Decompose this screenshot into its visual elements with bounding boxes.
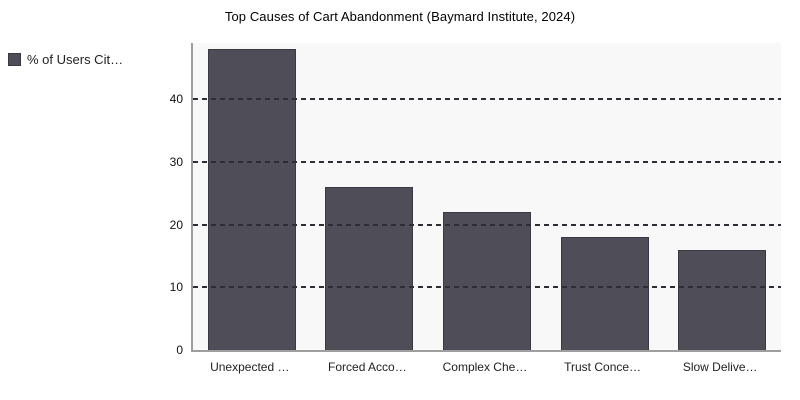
gridline-30 — [193, 161, 781, 164]
x-tick-label-3: Complex Che… — [442, 360, 528, 374]
gridline-10 — [193, 286, 781, 289]
legend-label: % of Users Cit… — [27, 52, 124, 67]
bar-3 — [443, 212, 531, 350]
legend: % of Users Cit… — [8, 52, 123, 67]
gridline-40 — [193, 98, 781, 101]
y-axis-tick-labels: 0 10 20 30 40 — [0, 43, 183, 357]
bar-1 — [207, 49, 296, 350]
chart-title: Top Causes of Cart Abandonment (Baymard … — [224, 9, 576, 24]
y-tick-label-40: 40 — [169, 92, 183, 107]
y-tick-label-20: 20 — [169, 217, 183, 232]
bar-5 — [678, 249, 767, 350]
legend-swatch — [8, 53, 21, 66]
x-tick-label-2: Forced Acco… — [328, 360, 407, 374]
bar-2 — [325, 187, 414, 350]
y-tick-label-0: 0 — [176, 343, 183, 357]
y-tick-label-30: 30 — [169, 155, 183, 170]
bar-4 — [560, 237, 649, 350]
x-tick-label-4: Trust Conce… — [564, 360, 642, 374]
gridline-20 — [193, 223, 781, 226]
y-tick-label-10: 10 — [169, 280, 183, 295]
x-tick-label-1: Unexpected … — [210, 360, 290, 374]
x-tick-label-5: Slow Delive… — [682, 360, 758, 374]
plot-area — [191, 43, 781, 352]
x-axis-tick-labels: Unexpected … Forced Acco… Complex Che… Trus… — [191, 360, 779, 380]
